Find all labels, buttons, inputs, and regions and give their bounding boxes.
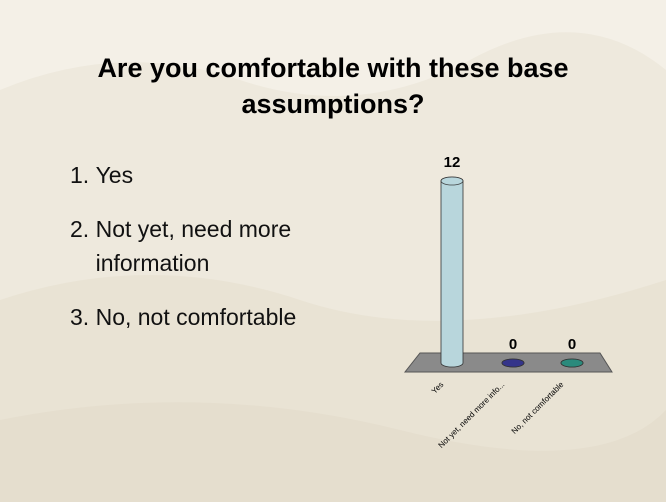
bar-top bbox=[441, 177, 463, 185]
value-label: 12 bbox=[444, 154, 461, 171]
value-label: 0 bbox=[568, 336, 576, 353]
bar bbox=[441, 177, 463, 367]
slide: Are you comfortable with these base assu… bbox=[0, 0, 666, 502]
category-label: Not yet, need more info... bbox=[437, 380, 507, 450]
value-label: 0 bbox=[509, 336, 517, 353]
category-label: Yes bbox=[430, 380, 446, 396]
bar-top bbox=[561, 359, 583, 367]
bar-top bbox=[502, 359, 524, 367]
chart: 12 Yes 0 Not yet, need more info... 0 No, not… bbox=[0, 0, 666, 502]
category-label: No, not comfortable bbox=[510, 380, 566, 436]
